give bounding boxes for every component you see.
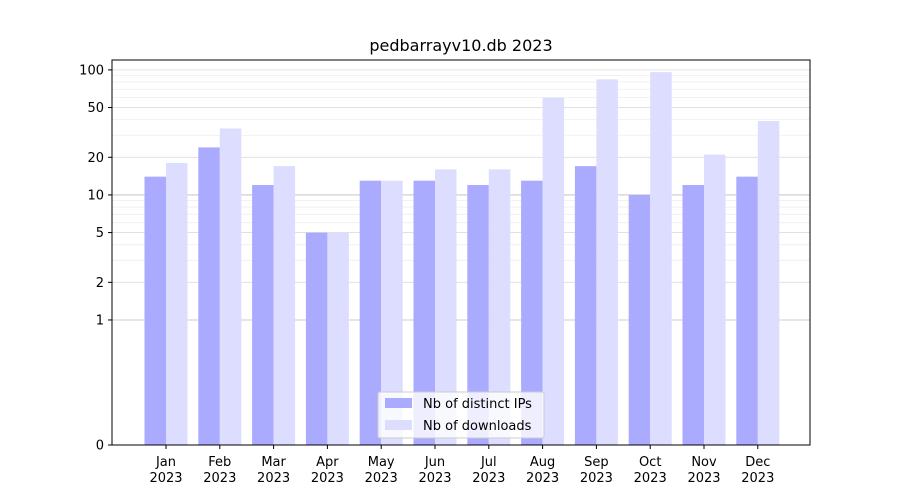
bar-downloads-mar bbox=[273, 166, 296, 445]
bar-downloads-aug bbox=[542, 97, 565, 445]
x-tick-label-year: 2023 bbox=[149, 471, 182, 486]
bar-distinct-ips-dec bbox=[736, 176, 758, 445]
bar-distinct-ips-feb bbox=[198, 147, 220, 446]
y-tick-label: 5 bbox=[96, 226, 104, 241]
bar-downloads-feb bbox=[219, 128, 242, 445]
x-tick-label-month: Jul bbox=[480, 455, 497, 470]
bar-downloads-sep bbox=[596, 79, 618, 446]
axis-layer: 0125102050100Jan2023Feb2023Mar2023Apr202… bbox=[79, 59, 811, 486]
bar-layer bbox=[144, 72, 780, 446]
x-tick-label-year: 2023 bbox=[687, 471, 720, 486]
bar-distinct-ips-sep bbox=[574, 166, 597, 445]
y-tick-label: 2 bbox=[96, 276, 104, 291]
x-tick-label-month: Feb bbox=[208, 455, 231, 470]
legend-label-downloads: Nb of downloads bbox=[423, 419, 532, 434]
y-tick-label: 100 bbox=[79, 63, 104, 78]
legend-box bbox=[377, 391, 545, 439]
x-tick-label-year: 2023 bbox=[418, 471, 451, 486]
x-tick-label-month: Dec bbox=[745, 455, 770, 470]
x-tick-label-month: Apr bbox=[316, 455, 339, 470]
legend-label-distinct-ips: Nb of distinct IPs bbox=[423, 397, 532, 412]
x-tick-label-year: 2023 bbox=[741, 471, 774, 486]
x-tick-label-year: 2023 bbox=[634, 471, 667, 486]
x-tick-label-month: May bbox=[368, 455, 395, 470]
bar-distinct-ips-mar bbox=[252, 185, 274, 445]
x-tick-label-month: Nov bbox=[691, 455, 717, 470]
x-tick-label-month: Oct bbox=[639, 455, 661, 470]
plot-frame bbox=[111, 59, 811, 446]
y-tick-label: 50 bbox=[87, 101, 104, 116]
bar-downloads-nov bbox=[704, 154, 726, 446]
x-tick-label-month: Aug bbox=[530, 455, 555, 470]
x-tick-label-year: 2023 bbox=[203, 471, 236, 486]
legend-swatch-downloads bbox=[385, 420, 412, 430]
bar-distinct-ips-apr bbox=[305, 232, 328, 445]
bar-distinct-ips-jan bbox=[144, 176, 166, 445]
bar-distinct-ips-aug bbox=[521, 180, 543, 445]
bar-distinct-ips-may bbox=[359, 180, 382, 445]
bar-downloads-oct bbox=[650, 72, 672, 445]
bar-downloads-jul bbox=[488, 169, 511, 445]
x-tick-label-month: Jan bbox=[155, 455, 176, 470]
bar-downloads-jan bbox=[166, 163, 188, 445]
y-tick-label: 1 bbox=[96, 313, 104, 328]
x-tick-label-month: Jun bbox=[424, 455, 445, 470]
y-tick-label: 0 bbox=[96, 439, 104, 454]
chart-title: pedbarrayv10.db 2023 bbox=[369, 36, 552, 55]
bar-distinct-ips-oct bbox=[628, 194, 651, 445]
x-tick-label-year: 2023 bbox=[526, 471, 559, 486]
bar-downloads-apr bbox=[327, 232, 349, 445]
legend-swatch-distinct-ips bbox=[385, 398, 412, 408]
x-tick-label-year: 2023 bbox=[472, 471, 505, 486]
x-tick-label-month: Sep bbox=[584, 455, 609, 470]
y-tick-label: 10 bbox=[87, 188, 104, 203]
bar-downloads-jun bbox=[435, 169, 457, 445]
x-tick-label-year: 2023 bbox=[311, 471, 344, 486]
y-tick-label: 20 bbox=[87, 151, 104, 166]
bar-downloads-may bbox=[381, 180, 403, 445]
bar-distinct-ips-jul bbox=[467, 185, 489, 445]
legend: Nb of distinct IPs Nb of downloads bbox=[377, 391, 545, 439]
x-tick-label-year: 2023 bbox=[257, 471, 290, 486]
bar-distinct-ips-jun bbox=[413, 180, 435, 445]
x-tick-label-year: 2023 bbox=[365, 471, 398, 486]
bar-downloads-dec bbox=[757, 121, 780, 446]
x-tick-label-month: Mar bbox=[261, 455, 286, 470]
x-tick-label-year: 2023 bbox=[580, 471, 613, 486]
bar-distinct-ips-nov bbox=[682, 185, 704, 445]
